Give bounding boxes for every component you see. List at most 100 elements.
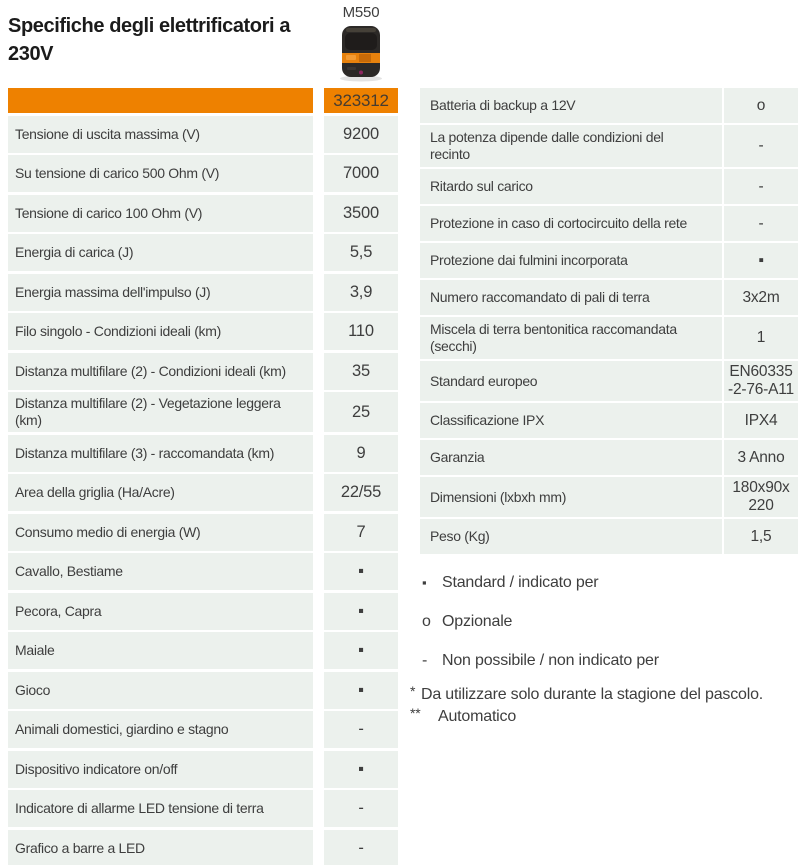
row-label: Distanza multifilare (3) - raccomandata … <box>8 434 313 472</box>
legend-item-optional: o Opzionale <box>408 602 798 641</box>
legend-text: Da utilizzare solo durante la stagione d… <box>421 686 764 703</box>
row-label: Ritardo sul carico <box>420 169 722 204</box>
row-value: IPX4 <box>724 403 798 438</box>
row-value: - <box>324 790 398 827</box>
row-label: Standard europeo <box>420 361 722 401</box>
table-row: Cavallo, Bestiame ▪ <box>8 553 398 590</box>
right-table-rows: Batteria di backup a 12V o La potenza di… <box>420 88 798 554</box>
legend: ▪ Standard / indicato per o Opzionale - … <box>408 563 798 728</box>
page-title: Specifiche degli elettrificatori a 230V <box>8 15 291 65</box>
row-label: Distanza multifilare (2) - Condizioni id… <box>8 352 313 390</box>
legend-text: Automatico <box>438 708 517 725</box>
row-value: 3500 <box>324 194 398 232</box>
row-label: Protezione dai fulmini incorporata <box>420 243 722 278</box>
table-row: Indicatore di allarme LED tensione di te… <box>8 790 398 827</box>
row-label: Classificazione IPX <box>420 403 722 438</box>
row-value: 1,5 <box>724 519 798 554</box>
header-empty-cell <box>8 88 313 113</box>
table-row: Miscela di terra bentonitica raccomandat… <box>420 317 798 359</box>
product-code-cell: 323312 <box>324 88 398 113</box>
row-label: Animali domestici, giardino e stagno <box>8 711 313 748</box>
row-value: 22/55 <box>324 474 398 511</box>
product-model-label: M550 <box>342 4 380 21</box>
row-label: Protezione in caso di cortocircuito dell… <box>420 206 722 241</box>
row-value: - <box>324 829 398 865</box>
row-value: - <box>724 206 798 241</box>
legend-footnote-automatic: ** Automatico <box>408 705 798 728</box>
row-label: Distanza multifilare (2) - Vegetazione l… <box>8 392 313 432</box>
legend-text: Non possibile / non indicato per <box>442 651 659 669</box>
row-value: 3 Anno <box>724 440 798 475</box>
table-row: Filo singolo - Condizioni ideali (km) 11… <box>8 313 398 350</box>
table-row: Distanza multifilare (2) - Condizioni id… <box>8 352 398 390</box>
row-value: ▪ <box>324 592 398 630</box>
row-value: ▪ <box>724 243 798 278</box>
table-header-row: 323312 <box>8 88 398 113</box>
row-label: Numero raccomandato di pali di terra <box>420 280 722 315</box>
row-value: EN60335 -2-76-A11 <box>724 361 798 401</box>
left-table-rows: Tensione di uscita massima (V) 9200 Su t… <box>8 115 398 865</box>
row-label: Tensione di uscita massima (V) <box>8 115 313 153</box>
row-label: Su tensione di carico 500 Ohm (V) <box>8 155 313 192</box>
table-row: Gioco ▪ <box>8 671 398 709</box>
table-row: Consumo medio di energia (W) 7 <box>8 513 398 551</box>
table-row: Distanza multifilare (3) - raccomandata … <box>8 434 398 472</box>
dash-symbol: - <box>422 651 428 669</box>
table-row: Dispositivo indicatore on/off ▪ <box>8 750 398 788</box>
row-value: 35 <box>324 352 398 390</box>
table-row: La potenza dipende dalle condizioni del … <box>420 125 798 167</box>
row-value: - <box>724 169 798 204</box>
row-value: 25 <box>324 392 398 432</box>
row-label: Consumo medio di energia (W) <box>8 513 313 551</box>
table-row: Grafico a barre a LED - <box>8 829 398 865</box>
square-bullet-icon: ▪ <box>422 575 427 590</box>
table-row: Energia massima dell'impulso (J) 3,9 <box>8 273 398 311</box>
row-value: ▪ <box>324 553 398 590</box>
legend-item-standard: ▪ Standard / indicato per <box>408 563 798 602</box>
row-value: - <box>724 125 798 167</box>
spec-table-left: 323312 Tensione di uscita massima (V) 92… <box>8 88 398 865</box>
row-label: La potenza dipende dalle condizioni del … <box>420 125 722 167</box>
row-value: 7 <box>324 513 398 551</box>
row-label: Dispositivo indicatore on/off <box>8 750 313 788</box>
row-label: Indicatore di allarme LED tensione di te… <box>8 790 313 827</box>
table-row: Protezione in caso di cortocircuito dell… <box>420 206 798 241</box>
row-value: 3,9 <box>324 273 398 311</box>
table-row: Energia di carica (J) 5,5 <box>8 234 398 271</box>
table-row: Classificazione IPX IPX4 <box>420 403 798 438</box>
row-value: - <box>324 711 398 748</box>
table-row: Area della griglia (Ha/Acre) 22/55 <box>8 474 398 511</box>
row-label: Cavallo, Bestiame <box>8 553 313 590</box>
table-row: Garanzia 3 Anno <box>420 440 798 475</box>
table-row: Animali domestici, giardino e stagno - <box>8 711 398 748</box>
row-label: Energia massima dell'impulso (J) <box>8 273 313 311</box>
table-row: Peso (Kg) 1,5 <box>420 519 798 554</box>
row-value: ▪ <box>324 632 398 669</box>
table-row: Batteria di backup a 12V o <box>420 88 798 123</box>
row-label: Gioco <box>8 671 313 709</box>
row-value: 7000 <box>324 155 398 192</box>
legend-footnote-grazing-season: * Da utilizzare solo durante la stagione… <box>408 683 798 706</box>
legend-text: Standard / indicato per <box>442 573 599 591</box>
row-label: Miscela di terra bentonitica raccomandat… <box>420 317 722 359</box>
row-label: Energia di carica (J) <box>8 234 313 271</box>
row-label: Garanzia <box>420 440 722 475</box>
row-label: Grafico a barre a LED <box>8 829 313 865</box>
row-value: 1 <box>724 317 798 359</box>
row-label: Dimensioni (lxbxh mm) <box>420 477 722 517</box>
row-label: Pecora, Capra <box>8 592 313 630</box>
row-value: ▪ <box>324 750 398 788</box>
row-value: 3x2m <box>724 280 798 315</box>
row-label: Area della griglia (Ha/Acre) <box>8 474 313 511</box>
table-row: Distanza multifilare (2) - Vegetazione l… <box>8 392 398 432</box>
row-label: Peso (Kg) <box>420 519 722 554</box>
row-label: Filo singolo - Condizioni ideali (km) <box>8 313 313 350</box>
table-row: Standard europeo EN60335 -2-76-A11 <box>420 361 798 401</box>
row-value: o <box>724 88 798 123</box>
table-row: Tensione di carico 100 Ohm (V) 3500 <box>8 194 398 232</box>
row-label: Tensione di carico 100 Ohm (V) <box>8 194 313 232</box>
row-value: ▪ <box>324 671 398 709</box>
table-row: Su tensione di carico 500 Ohm (V) 7000 <box>8 155 398 192</box>
row-value: 110 <box>324 313 398 350</box>
